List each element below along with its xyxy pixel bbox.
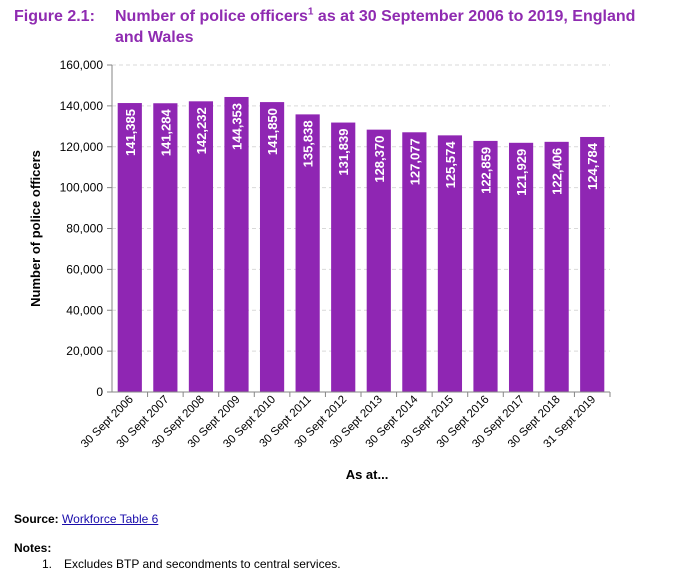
y-tick-label: 140,000 [60,99,104,113]
source-line: Source: Workforce Table 6 [14,512,158,526]
bar [153,103,178,392]
note-text: Excludes BTP and secondments to central … [64,557,341,571]
figure-title-footnote-marker: 1 [307,6,314,18]
bar [580,136,605,392]
bar-data-label: 135,838 [301,120,316,167]
y-tick-label: 0 [96,385,103,399]
bar-data-label: 122,406 [550,148,565,195]
figure-label: Figure 2.1: [14,8,95,25]
y-tick-label: 100,000 [60,181,104,195]
y-tick-label: 80,000 [66,222,103,236]
figure-title-rest: as at 30 September 2006 to 2019, England… [115,8,636,46]
bar-data-label: 122,859 [479,147,494,194]
figure-title-text: Number of police officers1 as at 30 Sept… [115,6,665,48]
bar [473,140,498,392]
y-tick-label: 20,000 [66,344,103,358]
notes-title: Notes: [14,541,52,555]
source-link[interactable]: Workforce Table 6 [62,512,159,526]
bar [259,102,285,393]
bar-data-label: 124,784 [585,142,600,190]
note-number: 1. [42,557,53,571]
bar [224,96,249,392]
bar [544,141,569,392]
y-tick-label: 160,000 [60,58,104,72]
x-axis-title: As at... [346,467,389,482]
bar-data-label: 125,574 [443,141,458,189]
y-tick-label: 40,000 [66,303,103,317]
y-axis-tick-labels: 0 20,000 40,000 60,000 80,000 100,000 120,000 1… [60,58,112,399]
bar [402,132,427,392]
bar-data-label: 127,077 [407,138,422,185]
bar-data-label: 131,839 [336,129,351,176]
bar-data-label: 141,284 [158,108,173,156]
y-axis-title: Number of police officers [28,150,43,307]
bar [295,114,320,392]
source-label: Source: [14,512,59,526]
bar-data-label: 144,353 [230,103,245,150]
bar-data-label: 121,929 [514,149,529,196]
bar [117,103,142,392]
bar [188,101,214,392]
gridlines [112,64,610,352]
bars [117,96,605,393]
bar-data-label: 142,232 [194,107,209,154]
figure-title-main: Number of police officers [115,8,308,25]
data-labels: 141,385 141,284 142,232 144,353 141,850 135,8… [123,103,600,196]
bar-data-label: 141,850 [265,108,280,155]
bar [366,129,391,393]
bar-data-label: 141,385 [123,109,138,156]
note-item: 1. Excludes BTP and secondments to centra… [42,557,341,571]
bar-data-label: 128,370 [372,136,387,183]
bar [331,122,356,392]
bar-chart: 0 20,000 40,000 60,000 80,000 100,000 120,000 1… [28,58,611,482]
bar [508,142,534,392]
y-tick-label: 120,000 [60,140,104,154]
bar [437,135,463,392]
y-tick-label: 60,000 [66,262,103,276]
